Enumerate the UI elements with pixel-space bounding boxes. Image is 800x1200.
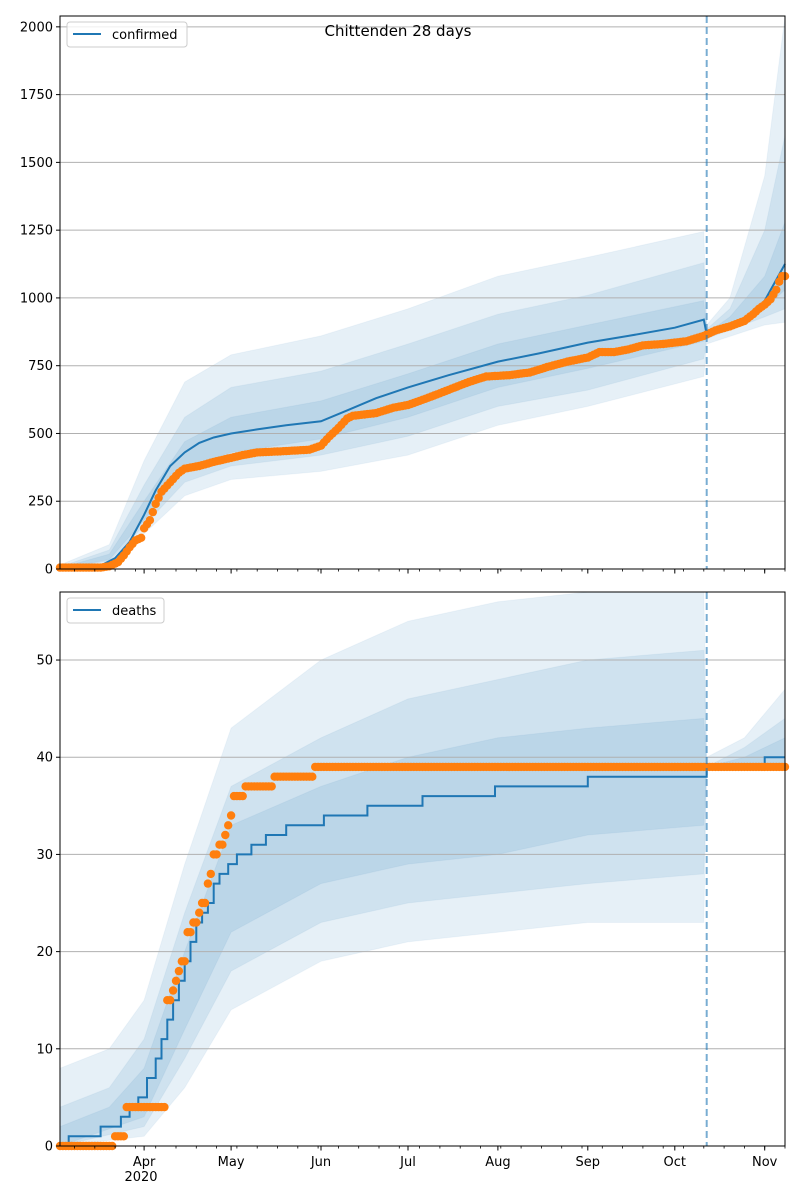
deaths-legend: deaths [66, 597, 165, 624]
y-tick-label: 50 [36, 654, 53, 669]
deaths-plot-frame [59, 591, 786, 1147]
observed-point [148, 507, 157, 517]
confirmed-legend: confirmed [66, 21, 188, 48]
observed-point [200, 898, 210, 908]
deaths-legend-box [66, 597, 165, 624]
observed-point [186, 928, 195, 937]
x-month-label: Jul [399, 1155, 416, 1170]
observed-point [171, 976, 181, 985]
observed-point [137, 533, 146, 542]
observed-point [145, 516, 155, 525]
x-month-label: Nov [752, 1155, 778, 1170]
observed-point [224, 821, 233, 830]
deaths-panel: 0 10 20 30 40 50 deaths Apr May Jun Jul Aug Sep Oct… [36, 591, 790, 1185]
observed-point [195, 908, 204, 917]
y-tick-label: 1000 [20, 291, 53, 306]
x-axis-month-labels: Apr May Jun Jul Aug Sep Oct Nov [133, 1155, 778, 1170]
y-tick-label: 1750 [20, 88, 53, 103]
y-tick-label: 1250 [20, 224, 53, 239]
chart-title: Chittenden 28 days [325, 22, 472, 40]
confirmed-model-line [59, 263, 786, 570]
x-month-label: Apr [133, 1155, 156, 1170]
observed-point [267, 782, 276, 791]
observed-point [174, 966, 184, 976]
y-tick-label: 10 [36, 1042, 53, 1057]
observed-point [308, 772, 317, 781]
confirmed-legend-label: confirmed [112, 28, 178, 43]
observed-point [168, 986, 178, 995]
deaths-model-line [60, 756, 785, 1147]
y-tick-label: 0 [45, 1140, 53, 1155]
observed-point [192, 918, 201, 927]
x-month-label: Jun [310, 1155, 331, 1170]
observed-point [206, 869, 215, 879]
y-tick-label: 0 [45, 563, 53, 578]
y-tick-label: 30 [36, 848, 53, 863]
observed-point [218, 840, 227, 849]
observed-point [180, 957, 189, 966]
observed-point [221, 830, 230, 840]
observed-point [203, 879, 213, 888]
confirmed-y-grid [60, 26, 785, 570]
observed-point [160, 1102, 169, 1112]
confirmed-legend-box [66, 21, 188, 48]
observed-point [119, 1132, 128, 1141]
y-tick-label: 250 [28, 495, 53, 510]
x-month-label: Oct [664, 1155, 686, 1170]
confirmed-plot-frame [59, 15, 786, 570]
observed-point [212, 850, 221, 859]
y-tick-label: 2000 [20, 20, 53, 35]
y-tick-label: 500 [28, 427, 53, 442]
y-tick-label: 750 [28, 359, 53, 374]
deaths-observed-points [55, 762, 790, 1151]
confirmed-panel: 0 250 500 750 1000 1250 1500 1750 2000 confirmed… [20, 15, 790, 578]
observed-point [238, 791, 247, 801]
deaths-legend-label: deaths [112, 604, 157, 619]
model-median-line [60, 756, 785, 1147]
deaths-uncertainty-bands [59, 591, 786, 1147]
observed-point [226, 811, 236, 820]
observed-point [166, 996, 175, 1005]
deaths-y-axis: 0 10 20 30 40 50 [36, 654, 60, 1155]
confirmed-observed-points [55, 272, 790, 572]
confirmed-y-axis: 0 250 500 750 1000 1250 1500 1750 2000 [20, 20, 60, 578]
y-tick-label: 20 [36, 945, 53, 960]
model-median-line [59, 263, 786, 570]
x-month-label: Aug [485, 1155, 510, 1170]
x-axis-year-label: 2020 [124, 1170, 157, 1185]
y-tick-label: 1500 [20, 156, 53, 171]
x-month-label: May [218, 1155, 245, 1170]
y-tick-label: 40 [36, 751, 53, 766]
observed-point [772, 285, 781, 294]
x-month-label: Sep [576, 1155, 601, 1170]
